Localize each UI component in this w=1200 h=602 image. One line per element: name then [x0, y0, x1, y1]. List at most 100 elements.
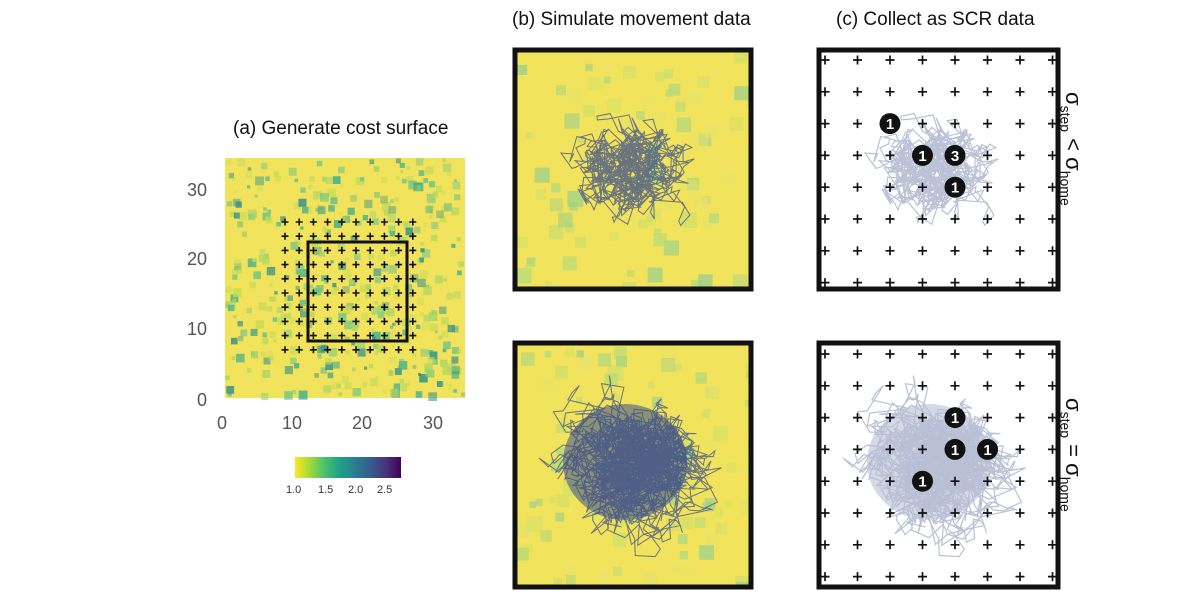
detection-marker: [944, 176, 966, 198]
trap-marker: [409, 303, 417, 311]
movement-path: [842, 375, 1026, 558]
cost-cell: [389, 231, 396, 237]
cost-cell: [636, 111, 645, 120]
trap-marker: [380, 317, 388, 325]
trap-marker: [409, 317, 417, 325]
cost-cell: [369, 364, 373, 369]
trap-marker: [1015, 540, 1025, 550]
cost-cell: [370, 378, 379, 387]
cost-cell: [556, 494, 570, 508]
cost-cell: [356, 220, 362, 226]
cost-cell: [332, 176, 341, 184]
cost-cell: [745, 399, 751, 408]
cost-cell: [378, 253, 385, 261]
trap-marker: [352, 332, 360, 340]
trap-marker: [295, 289, 303, 297]
cost-cell: [246, 307, 252, 314]
cost-cell: [408, 293, 413, 298]
cost-cell: [339, 183, 344, 188]
cost-cell: [268, 355, 274, 361]
cost-cell: [517, 236, 529, 248]
cost-cell: [227, 304, 235, 312]
cost-cell: [387, 309, 394, 317]
trap-marker: [380, 261, 388, 269]
cost-cell: [338, 310, 343, 315]
trap-marker: [853, 349, 862, 359]
cost-cell: [613, 346, 627, 360]
cost-cell: [661, 346, 676, 361]
trap-marker: [395, 289, 403, 297]
cost-cell: [436, 210, 444, 219]
trap-marker: [1015, 119, 1025, 129]
cost-cell: [388, 264, 397, 274]
cost-cell: [388, 371, 394, 376]
cost-cell: [356, 298, 360, 302]
cost-cell: [420, 248, 425, 253]
trap-marker: [1015, 381, 1025, 391]
trap-marker: [366, 218, 374, 226]
cost-cell: [393, 383, 400, 390]
trap-marker: [918, 119, 927, 129]
trap-marker: [352, 346, 360, 354]
trap-marker: [853, 572, 862, 582]
cost-cell: [226, 159, 232, 165]
cost-cell: [294, 239, 301, 246]
cost-cell: [232, 274, 238, 280]
cost-cell: [316, 274, 320, 279]
cost-cell: [285, 302, 292, 310]
trap-marker: [352, 246, 360, 254]
trap-marker: [352, 317, 360, 325]
colorbar-tick-2: 1.5: [318, 484, 334, 496]
panel-frame: [816, 47, 1061, 292]
cost-cell: [295, 285, 300, 290]
trap-marker: [295, 275, 303, 283]
cost-cell: [388, 206, 397, 214]
cost-cell: [236, 268, 242, 274]
cost-cell: [403, 221, 411, 229]
cost-cell: [646, 215, 653, 222]
trap-marker: [918, 540, 927, 550]
cost-cell: [535, 498, 543, 507]
cost-cell: [627, 270, 635, 277]
cost-cell: [697, 76, 709, 88]
cost-cell: [419, 312, 424, 317]
trap-marker: [324, 246, 332, 254]
cost-cell: [406, 383, 410, 387]
cost-cell: [741, 499, 751, 515]
cost-cell: [371, 306, 380, 315]
cost-cell: [526, 257, 536, 267]
trap-marker: [885, 413, 895, 423]
cost-cell: [228, 172, 234, 179]
cost-cell: [342, 375, 349, 383]
cost-cell: [574, 236, 586, 248]
cost-cell: [416, 158, 424, 166]
trap-marker: [324, 275, 332, 283]
cost-cell: [257, 185, 263, 191]
trap-marker: [324, 332, 332, 340]
trap-marker: [338, 317, 346, 325]
cost-surface-panel: [225, 158, 466, 401]
trap-marker: [885, 278, 895, 288]
cost-cell: [327, 372, 334, 379]
trap-marker: [1015, 278, 1025, 288]
trap-marker: [295, 218, 303, 226]
trap-marker: [281, 303, 289, 311]
cost-cell: [364, 366, 368, 370]
panel-b-title: (b) Simulate movement data: [512, 9, 751, 30]
cost-cell: [241, 231, 247, 237]
cost-cell: [246, 171, 253, 178]
cost-cell: [443, 278, 448, 282]
cost-cell: [453, 389, 457, 393]
trap-marker: [295, 346, 303, 354]
trap-marker: [309, 232, 317, 240]
trap-marker: [950, 87, 960, 97]
trap-marker: [281, 317, 289, 325]
cost-cell: [289, 317, 296, 324]
cost-cell: [313, 191, 322, 200]
cost-cell: [454, 194, 461, 201]
cost-cell: [237, 321, 243, 327]
cost-cell: [264, 253, 269, 259]
cost-cell: [360, 177, 365, 182]
trap-marker: [918, 508, 927, 518]
cost-cell: [679, 565, 691, 577]
